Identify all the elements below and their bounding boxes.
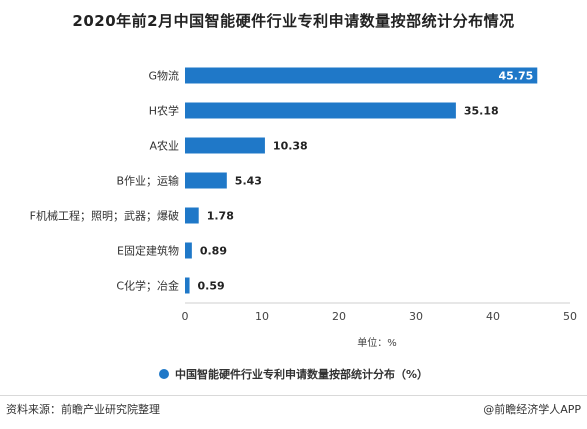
x-tick-label: 30: [409, 310, 423, 323]
data-label: 35.18: [464, 105, 499, 118]
data-label: 0.59: [198, 280, 225, 293]
x-tick-label: 40: [486, 310, 500, 323]
data-label: 0.89: [200, 245, 227, 258]
bar: [185, 172, 227, 189]
data-label: 1.78: [207, 210, 234, 223]
chart-title: 2020年前2月中国智能硬件行业专利申请数量按部统计分布情况: [72, 12, 515, 30]
data-label: 5.43: [235, 175, 262, 188]
bar: [185, 67, 538, 84]
category-label: H农学: [149, 104, 179, 118]
category-label: A农业: [149, 139, 179, 153]
bar: [185, 242, 192, 259]
x-tick-label: 50: [563, 310, 577, 323]
footer-divider: [0, 395, 587, 396]
bar: [185, 102, 456, 119]
source-note: 资料来源：前瞻产业研究院整理: [6, 403, 160, 416]
bar: [185, 207, 199, 224]
brand-credit: @前瞻经济学人APP: [483, 403, 581, 416]
bar: [185, 137, 265, 154]
chart-legend: 中国智能硬件行业专利申请数量按部统计分布（%）: [0, 366, 587, 382]
category-label: C化学；冶金: [116, 279, 179, 293]
x-tick-label: 0: [182, 310, 189, 323]
x-tick-label: 20: [332, 310, 346, 323]
category-label: F机械工程；照明；武器；爆破: [30, 209, 179, 223]
x-axis-label: 单位：%: [357, 336, 397, 349]
data-label: 45.75: [498, 70, 533, 83]
data-label: 10.38: [273, 140, 308, 153]
legend-label: 中国智能硬件行业专利申请数量按部统计分布（%）: [174, 368, 429, 381]
legend-marker: [158, 369, 169, 379]
category-label: E固定建筑物: [117, 244, 179, 258]
bar: [185, 277, 190, 294]
category-label: G物流: [148, 69, 179, 83]
x-tick-label: 10: [255, 310, 269, 323]
category-label: B作业；运输: [116, 174, 179, 188]
